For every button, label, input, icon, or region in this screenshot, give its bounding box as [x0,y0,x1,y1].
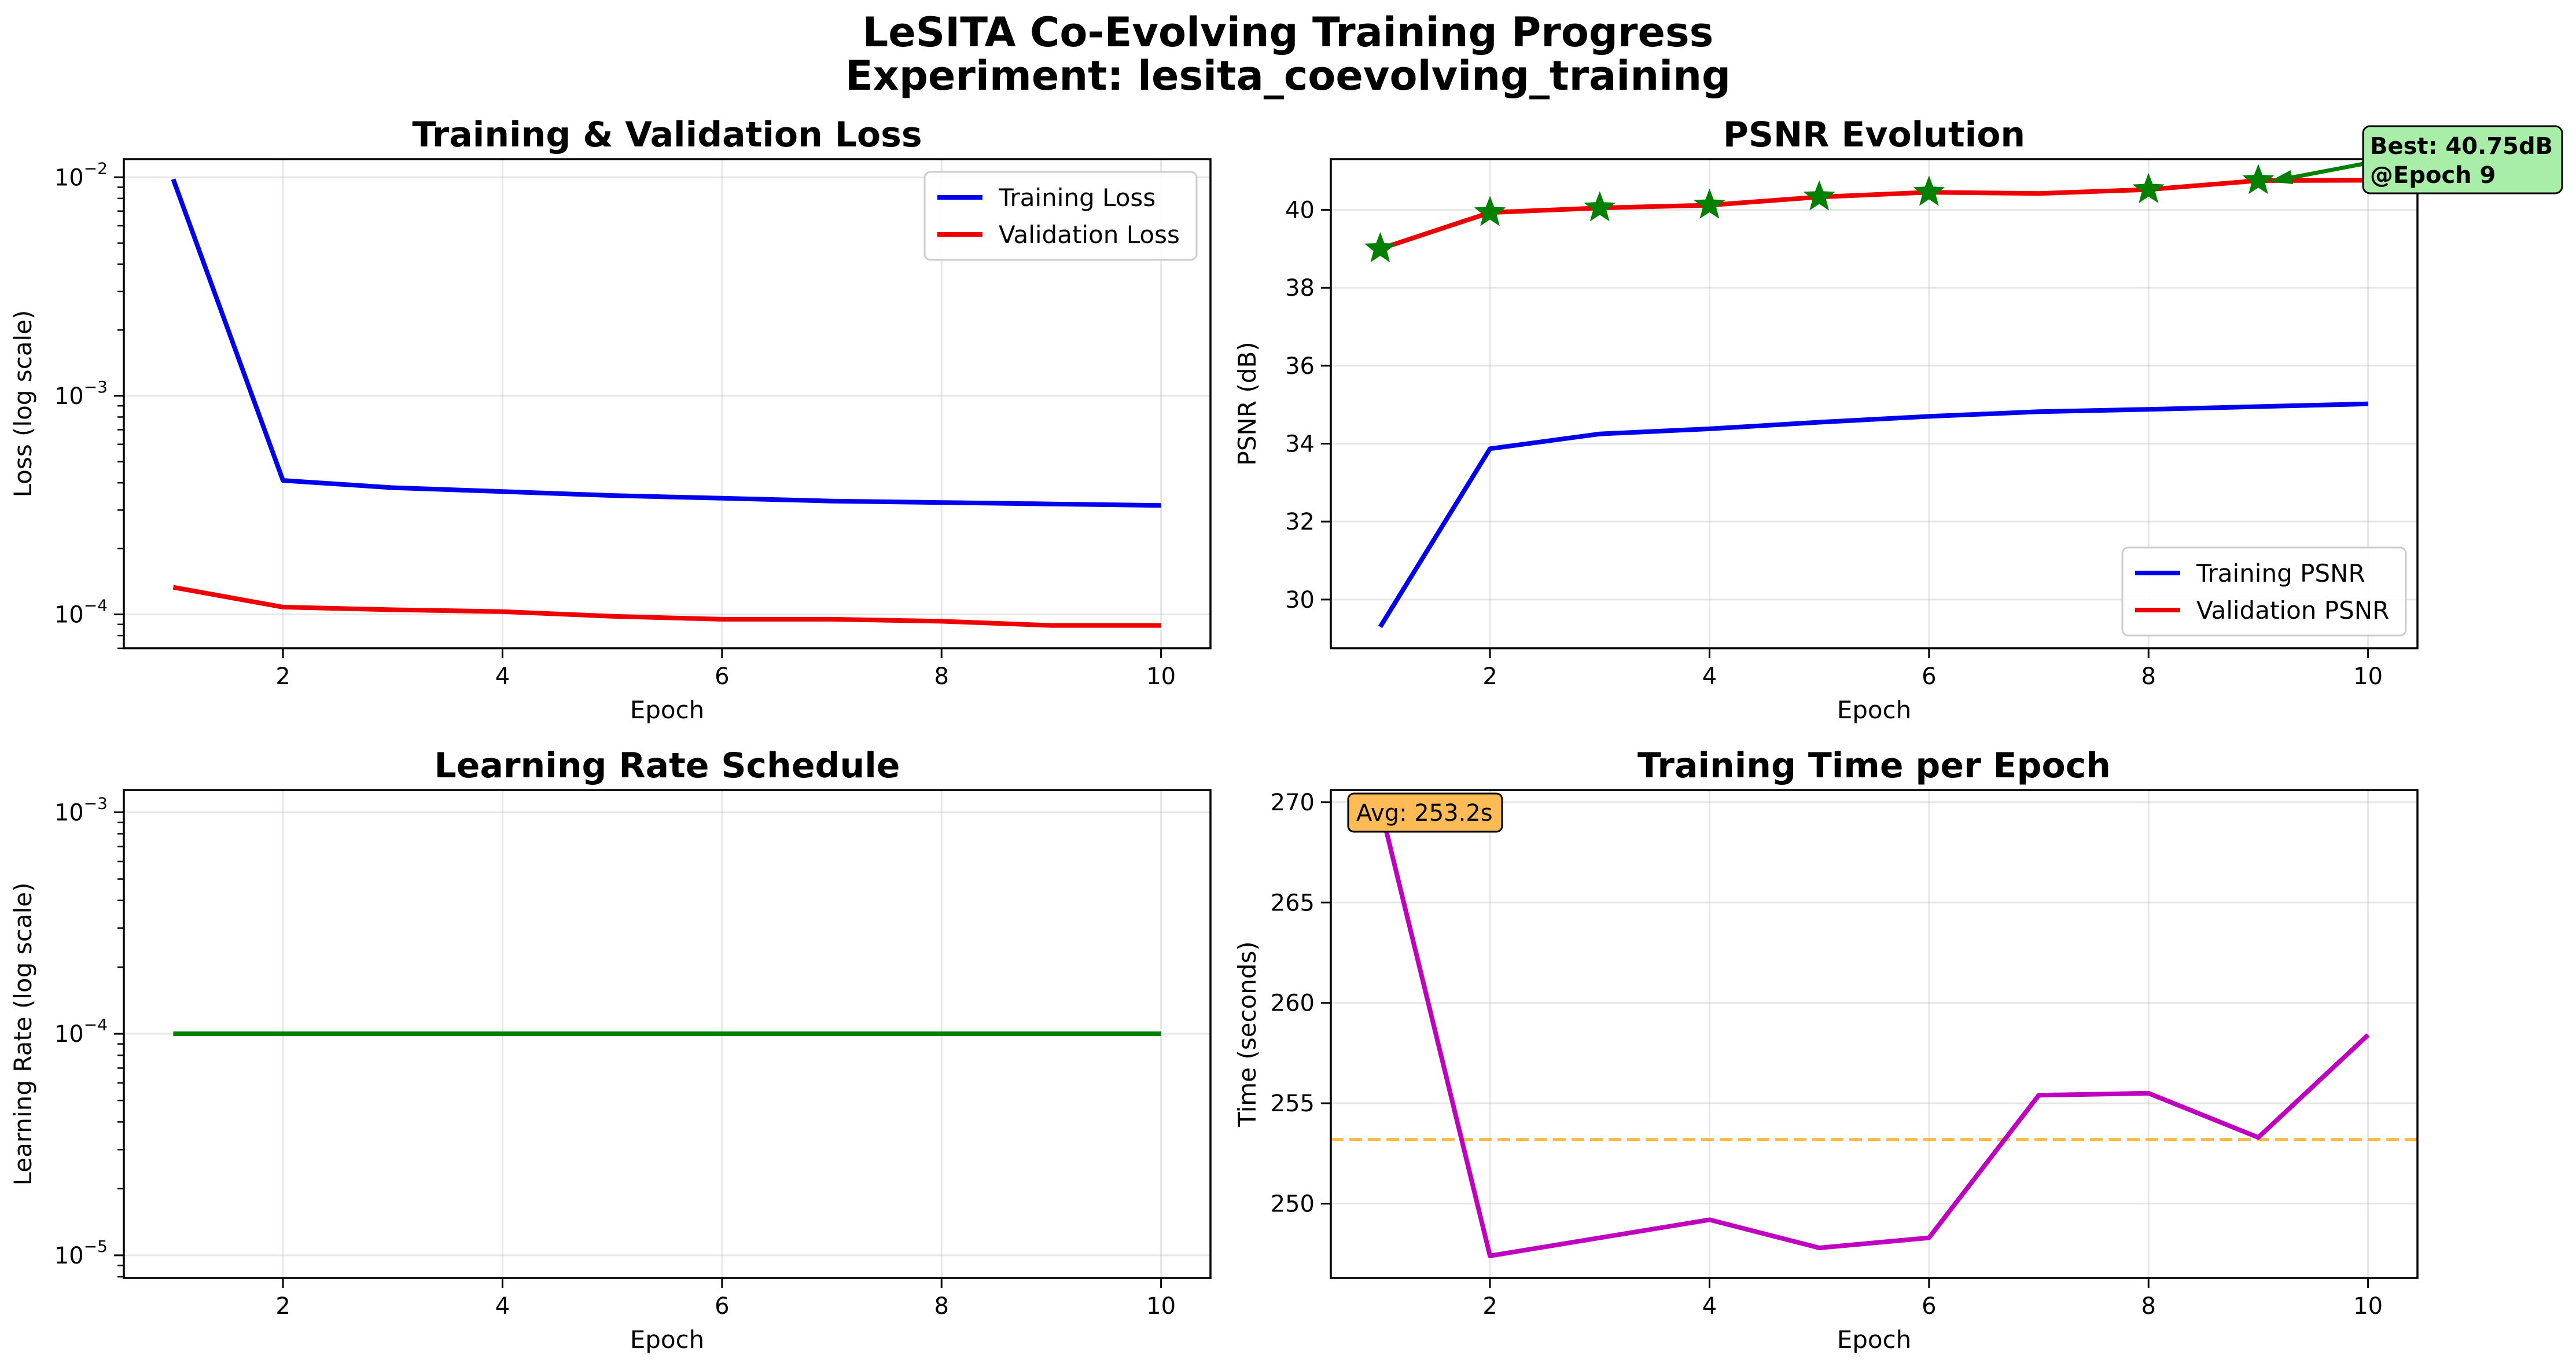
x-tick-label: 4 [1702,663,1717,690]
best-marker [1803,180,1835,211]
axes-frame [1330,158,2419,649]
legend-box [2121,546,2407,637]
panel-psnr: PSNR Evolution 2 4 6 8 10 30 32 34 36 38 40 Epoch PSN… [1233,115,2563,724]
best-annotation-box [2362,125,2563,194]
best-marker [2132,172,2165,203]
y-tick-label: 32 [1285,509,1315,535]
panel-title: Training Time per Epoch [1637,745,2111,786]
y-tick-label: 34 [1285,431,1315,458]
series-line-time [1378,805,2370,1258]
best-marker [1364,232,1396,263]
x-tick-label: 2 [275,1293,290,1320]
y-tick-label: 255 [1271,1090,1315,1117]
x-axis-label: Epoch [630,696,705,724]
panel-loss: Training & Validation Loss 2 4 6 8 10 10−4 10−3… [9,115,1212,724]
y-axis-label: Time (seconds) [1233,941,1261,1127]
x-axis-label: Epoch [1837,1325,1912,1354]
best-marker [1474,196,1506,226]
x-tick-label: 8 [2141,663,2156,690]
x-tick-label: 8 [934,1293,949,1320]
best-marker [1913,175,1945,206]
panel-lr: Learning Rate Schedule 2 4 6 8 10 10−5 10−4 10−3… [9,745,1212,1354]
y-tick-label: 10−3 [54,377,108,410]
y-tick-label: 10−4 [54,1015,108,1048]
best-annotation-line2: @Epoch 9 [2370,162,2496,189]
y-tick-label: 38 [1285,275,1315,302]
y-axis-label: Learning Rate (log scale) [9,883,37,1186]
legend-label: Validation Loss [999,221,1180,249]
axes-frame [1330,789,2419,1279]
y-tick-label: 265 [1271,890,1315,916]
series-line-validation-psnr [1379,178,2368,251]
best-marker [1584,191,1616,222]
x-tick-label: 6 [715,663,729,690]
axes-frame [123,158,1212,649]
y-tick-label: 10−3 [54,794,108,826]
x-tick-label: 8 [934,663,949,690]
axes-frame [123,789,1212,1279]
panel-title: Learning Rate Schedule [435,745,900,786]
series-line-training-psnr [1378,401,2368,629]
y-tick-label: 40 [1285,197,1315,224]
legend-label: Training PSNR [2196,559,2365,587]
legend-label: Validation PSNR [2196,596,2389,625]
y-tick-label: 36 [1285,353,1315,380]
annotation-arrowhead [2268,170,2293,185]
x-tick-label: 10 [1146,1293,1176,1320]
x-tick-label: 2 [1482,1293,1497,1320]
x-axis-label: Epoch [1837,696,1912,724]
panel-title: PSNR Evolution [1723,115,2025,155]
y-axis-label: Loss (log scale) [9,310,37,498]
x-tick-label: 4 [495,1293,510,1320]
legend-label: Training Loss [998,183,1155,212]
best-marker [1693,188,1725,219]
y-tick-label: 270 [1271,789,1315,816]
y-axis-label: PSNR (dB) [1233,341,1261,465]
x-tick-label: 10 [2353,1293,2383,1320]
x-tick-label: 4 [1702,1293,1717,1320]
series-line-training-loss [171,178,1161,508]
x-tick-label: 6 [1922,1293,1936,1320]
x-tick-label: 6 [1922,663,1936,690]
y-tick-label: 10−5 [54,1237,108,1269]
y-tick-label: 10−4 [54,596,108,629]
x-tick-label: 10 [1146,663,1176,690]
x-tick-label: 8 [2141,1293,2156,1320]
y-tick-label: 250 [1271,1191,1315,1218]
series-line-validation-loss [172,585,1161,628]
x-tick-label: 2 [275,663,290,690]
x-tick-label: 4 [495,663,510,690]
panel-title: Training & Validation Loss [412,115,922,155]
x-tick-label: 2 [1482,663,1497,690]
x-axis-label: Epoch [630,1325,705,1354]
x-tick-label: 10 [2353,663,2383,690]
avg-annotation-box [1347,792,1503,833]
best-annotation-line1: Best: 40.75dB [2370,133,2553,160]
annotation-arrow [2281,161,2367,182]
y-tick-label: 10−2 [54,159,108,191]
y-tick-label: 30 [1285,587,1315,614]
figure-title-line1: LeSITA Co-Evolving Training Progress [863,9,1714,56]
best-marker [2242,164,2275,194]
x-tick-label: 6 [715,1293,729,1320]
figure-title-line2: Experiment: lesita_coevolving_training [845,52,1731,100]
panel-time: Training Time per Epoch 2 4 6 8 10 250 255 260 26… [1233,745,2419,1354]
legend-box [923,171,1198,261]
avg-annotation-text: Avg: 253.2s [1356,800,1493,827]
y-tick-label: 260 [1271,990,1315,1017]
